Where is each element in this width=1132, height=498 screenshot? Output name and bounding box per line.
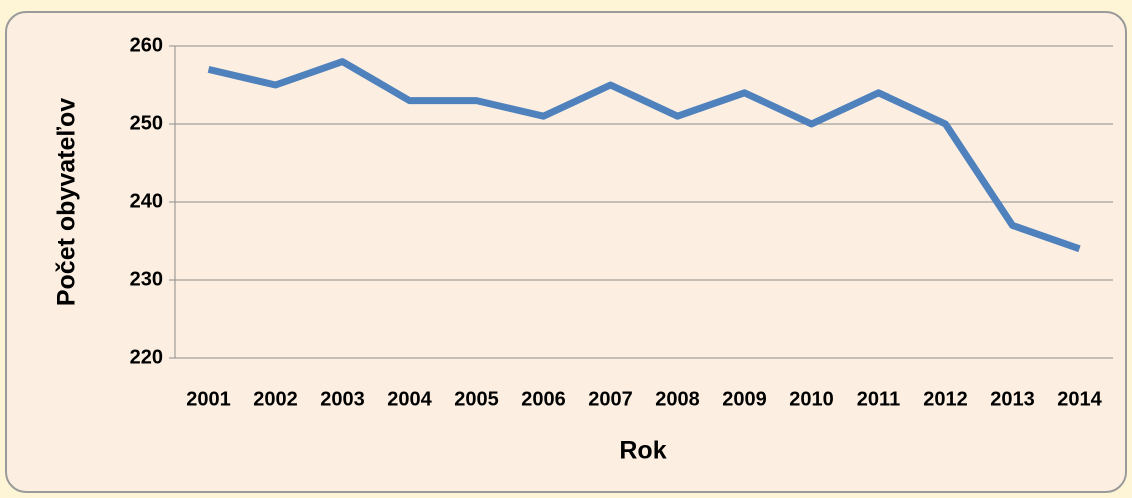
- x-tick-label: 2013: [990, 388, 1035, 410]
- x-tick-label: 2012: [923, 388, 968, 410]
- x-tick-label: 2005: [454, 388, 499, 410]
- x-tick-label: 2010: [789, 388, 834, 410]
- x-tick-label: 2011: [857, 388, 900, 410]
- y-tick-label: 240: [130, 190, 163, 212]
- x-tick-label: 2014: [1057, 388, 1102, 410]
- chart-panel: [5, 11, 1127, 493]
- x-tick-label: 2008: [655, 388, 700, 410]
- x-tick-label: 2003: [320, 388, 365, 410]
- x-tick-label: 2007: [588, 388, 633, 410]
- y-tick-label: 230: [130, 268, 163, 290]
- y-tick-label: 250: [130, 112, 163, 134]
- y-tick-label: 220: [130, 346, 163, 368]
- x-axis-title: Rok: [619, 437, 666, 465]
- x-tick-label: 2009: [722, 388, 767, 410]
- data-line: [207, 58, 1081, 253]
- x-tick-label: 2001: [186, 388, 231, 410]
- x-tick-label: 2002: [253, 388, 298, 410]
- x-tick-label: 2006: [521, 388, 566, 410]
- x-tick-label: 2004: [387, 388, 432, 410]
- y-axis-title: Počet obyvateľov: [53, 98, 81, 306]
- y-tick-label: 260: [130, 34, 163, 56]
